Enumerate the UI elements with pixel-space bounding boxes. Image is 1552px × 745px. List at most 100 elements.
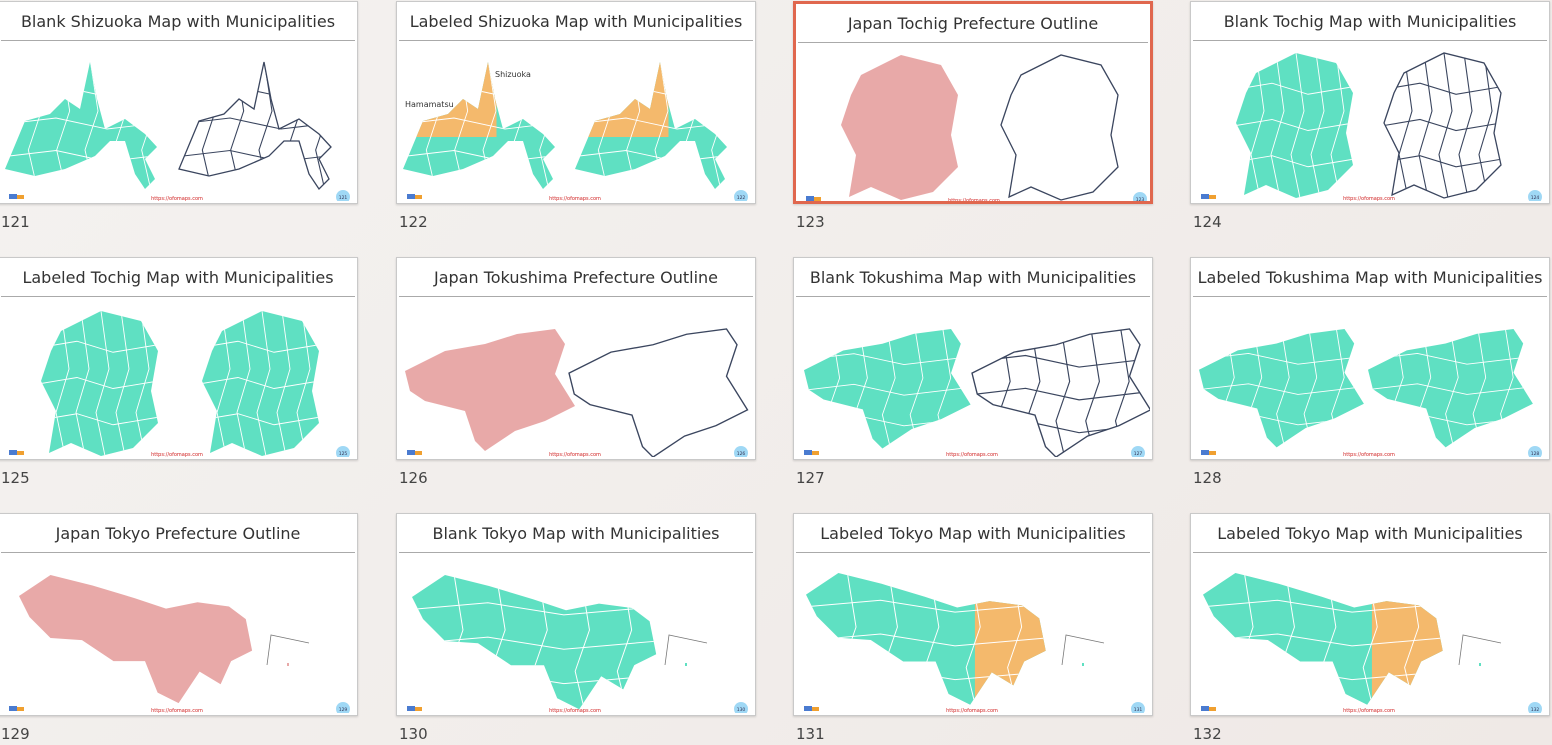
municipal-border xyxy=(1203,633,1443,647)
map xyxy=(1203,573,1443,705)
slide-number: 132 xyxy=(1193,725,1222,743)
slide-content: https://ofomaps.com 130 xyxy=(407,575,748,713)
page-badge xyxy=(1528,446,1542,457)
slide-number: 131 xyxy=(796,725,825,743)
map xyxy=(1236,53,1353,198)
slide-title: Blank Tochig Map with Municipalities xyxy=(1193,2,1547,41)
island xyxy=(287,663,289,666)
slide-thumbnail[interactable]: Labeled Tokyo Map with Municipalities htt… xyxy=(793,513,1153,716)
municipal-border xyxy=(1458,53,1473,198)
logo xyxy=(17,451,24,455)
slide-title: Blank Tokushima Map with Municipalities xyxy=(796,258,1150,297)
municipal-border xyxy=(1276,329,1290,448)
municipal-border xyxy=(179,149,331,163)
map-fill xyxy=(405,329,575,451)
logo xyxy=(806,196,814,201)
logo xyxy=(1209,451,1216,455)
municipal-border xyxy=(256,311,271,456)
page-badge xyxy=(1133,192,1147,201)
island-outline xyxy=(1458,634,1502,666)
logo xyxy=(17,195,24,199)
map xyxy=(575,62,727,189)
logo xyxy=(1209,195,1216,199)
map-label: Shizuoka xyxy=(495,70,531,79)
source-url: https://ofomaps.com xyxy=(151,196,203,201)
map xyxy=(971,328,1150,457)
page-badge xyxy=(734,702,748,713)
page-badge xyxy=(734,190,748,201)
logo xyxy=(9,450,17,455)
slide-thumbnail[interactable]: Labeled Tochig Map with Municipalities ht… xyxy=(0,257,358,460)
map xyxy=(178,61,332,191)
slide-thumbnail[interactable]: Labeled Shizuoka Map with Municipalities… xyxy=(396,1,756,204)
slide-thumbnail[interactable]: Blank Shizuoka Map with Municipalities ht… xyxy=(0,1,358,204)
page-badge xyxy=(734,446,748,457)
slide-number: 125 xyxy=(1,469,30,487)
source-url: https://ofomaps.com xyxy=(946,708,998,713)
map xyxy=(1383,52,1502,199)
island-outline xyxy=(664,634,708,666)
slide-number: 123 xyxy=(796,213,825,231)
slide-content: https://ofomaps.com 132 xyxy=(1201,573,1542,713)
map xyxy=(403,62,555,189)
slide-number: 122 xyxy=(399,213,428,231)
municipal-border xyxy=(1236,119,1353,131)
municipal-lines xyxy=(179,62,331,189)
source-url: https://ofomaps.com xyxy=(1343,708,1395,713)
logo xyxy=(415,707,422,711)
slide-thumbnail[interactable]: Blank Tokushima Map with Municipalities h… xyxy=(793,257,1153,460)
map-fill xyxy=(412,575,657,710)
logo xyxy=(804,706,812,711)
slide-thumbnail[interactable]: Japan Tokushima Prefecture Outline https:… xyxy=(396,257,756,460)
map-fill xyxy=(41,311,158,456)
map-fill xyxy=(19,575,253,704)
map-fill xyxy=(202,311,319,456)
map-fill xyxy=(1199,329,1364,448)
municipal-border xyxy=(296,311,311,456)
municipal-border xyxy=(1398,53,1413,198)
map-fill xyxy=(1236,53,1353,198)
page-badge-number: 125 xyxy=(339,451,348,457)
slide-thumbnail[interactable]: Labeled Tokyo Map with Municipalities htt… xyxy=(1190,513,1550,716)
island xyxy=(1082,663,1084,666)
logo xyxy=(17,707,24,711)
logo xyxy=(9,706,17,711)
logo xyxy=(415,451,422,455)
page-badge xyxy=(336,190,350,201)
map xyxy=(405,329,575,451)
logo xyxy=(415,195,422,199)
municipal-lines xyxy=(202,311,319,456)
municipal-border xyxy=(135,311,150,456)
municipal-border xyxy=(972,387,1150,401)
slide-thumbnail[interactable]: Blank Tochig Map with Municipalities http… xyxy=(1190,1,1550,204)
municipal-border xyxy=(5,150,157,162)
slide-thumbnail[interactable]: Blank Tokyo Map with Municipalities https… xyxy=(396,513,756,716)
municipal-lines xyxy=(1236,53,1353,198)
municipal-border xyxy=(403,150,555,162)
map xyxy=(202,311,319,456)
slide-content: https://ofomaps.com 127 xyxy=(804,328,1150,457)
slide-thumbnail[interactable]: Japan Tochig Prefecture Outline https://o… xyxy=(793,1,1153,204)
municipal-border xyxy=(1114,329,1130,457)
slide-content: https://ofomaps.com 129 xyxy=(9,575,350,713)
slide-thumbnail[interactable]: Japan Tokyo Prefecture Outline https://of… xyxy=(0,513,358,716)
page-badge-number: 121 xyxy=(339,195,348,201)
map xyxy=(841,55,958,200)
map xyxy=(19,575,253,704)
page-badge-number: 129 xyxy=(339,707,348,713)
map xyxy=(806,573,1046,705)
slide-thumbnail[interactable]: Labeled Tokushima Map with Municipalitie… xyxy=(1190,257,1550,460)
page-badge-number: 132 xyxy=(1531,707,1540,713)
municipal-border xyxy=(95,311,110,456)
slide-title: Blank Shizuoka Map with Municipalities xyxy=(1,2,355,41)
municipal-border xyxy=(972,354,1150,368)
page-badge-number: 123 xyxy=(1136,197,1145,203)
page-badge xyxy=(1528,190,1542,201)
municipal-border xyxy=(1203,599,1443,613)
page-badge xyxy=(1528,702,1542,713)
map xyxy=(412,575,657,710)
logo xyxy=(812,451,819,455)
logo xyxy=(1201,194,1209,199)
slide-title: Labeled Shizuoka Map with Municipalities xyxy=(399,2,753,41)
municipal-border xyxy=(41,340,158,353)
